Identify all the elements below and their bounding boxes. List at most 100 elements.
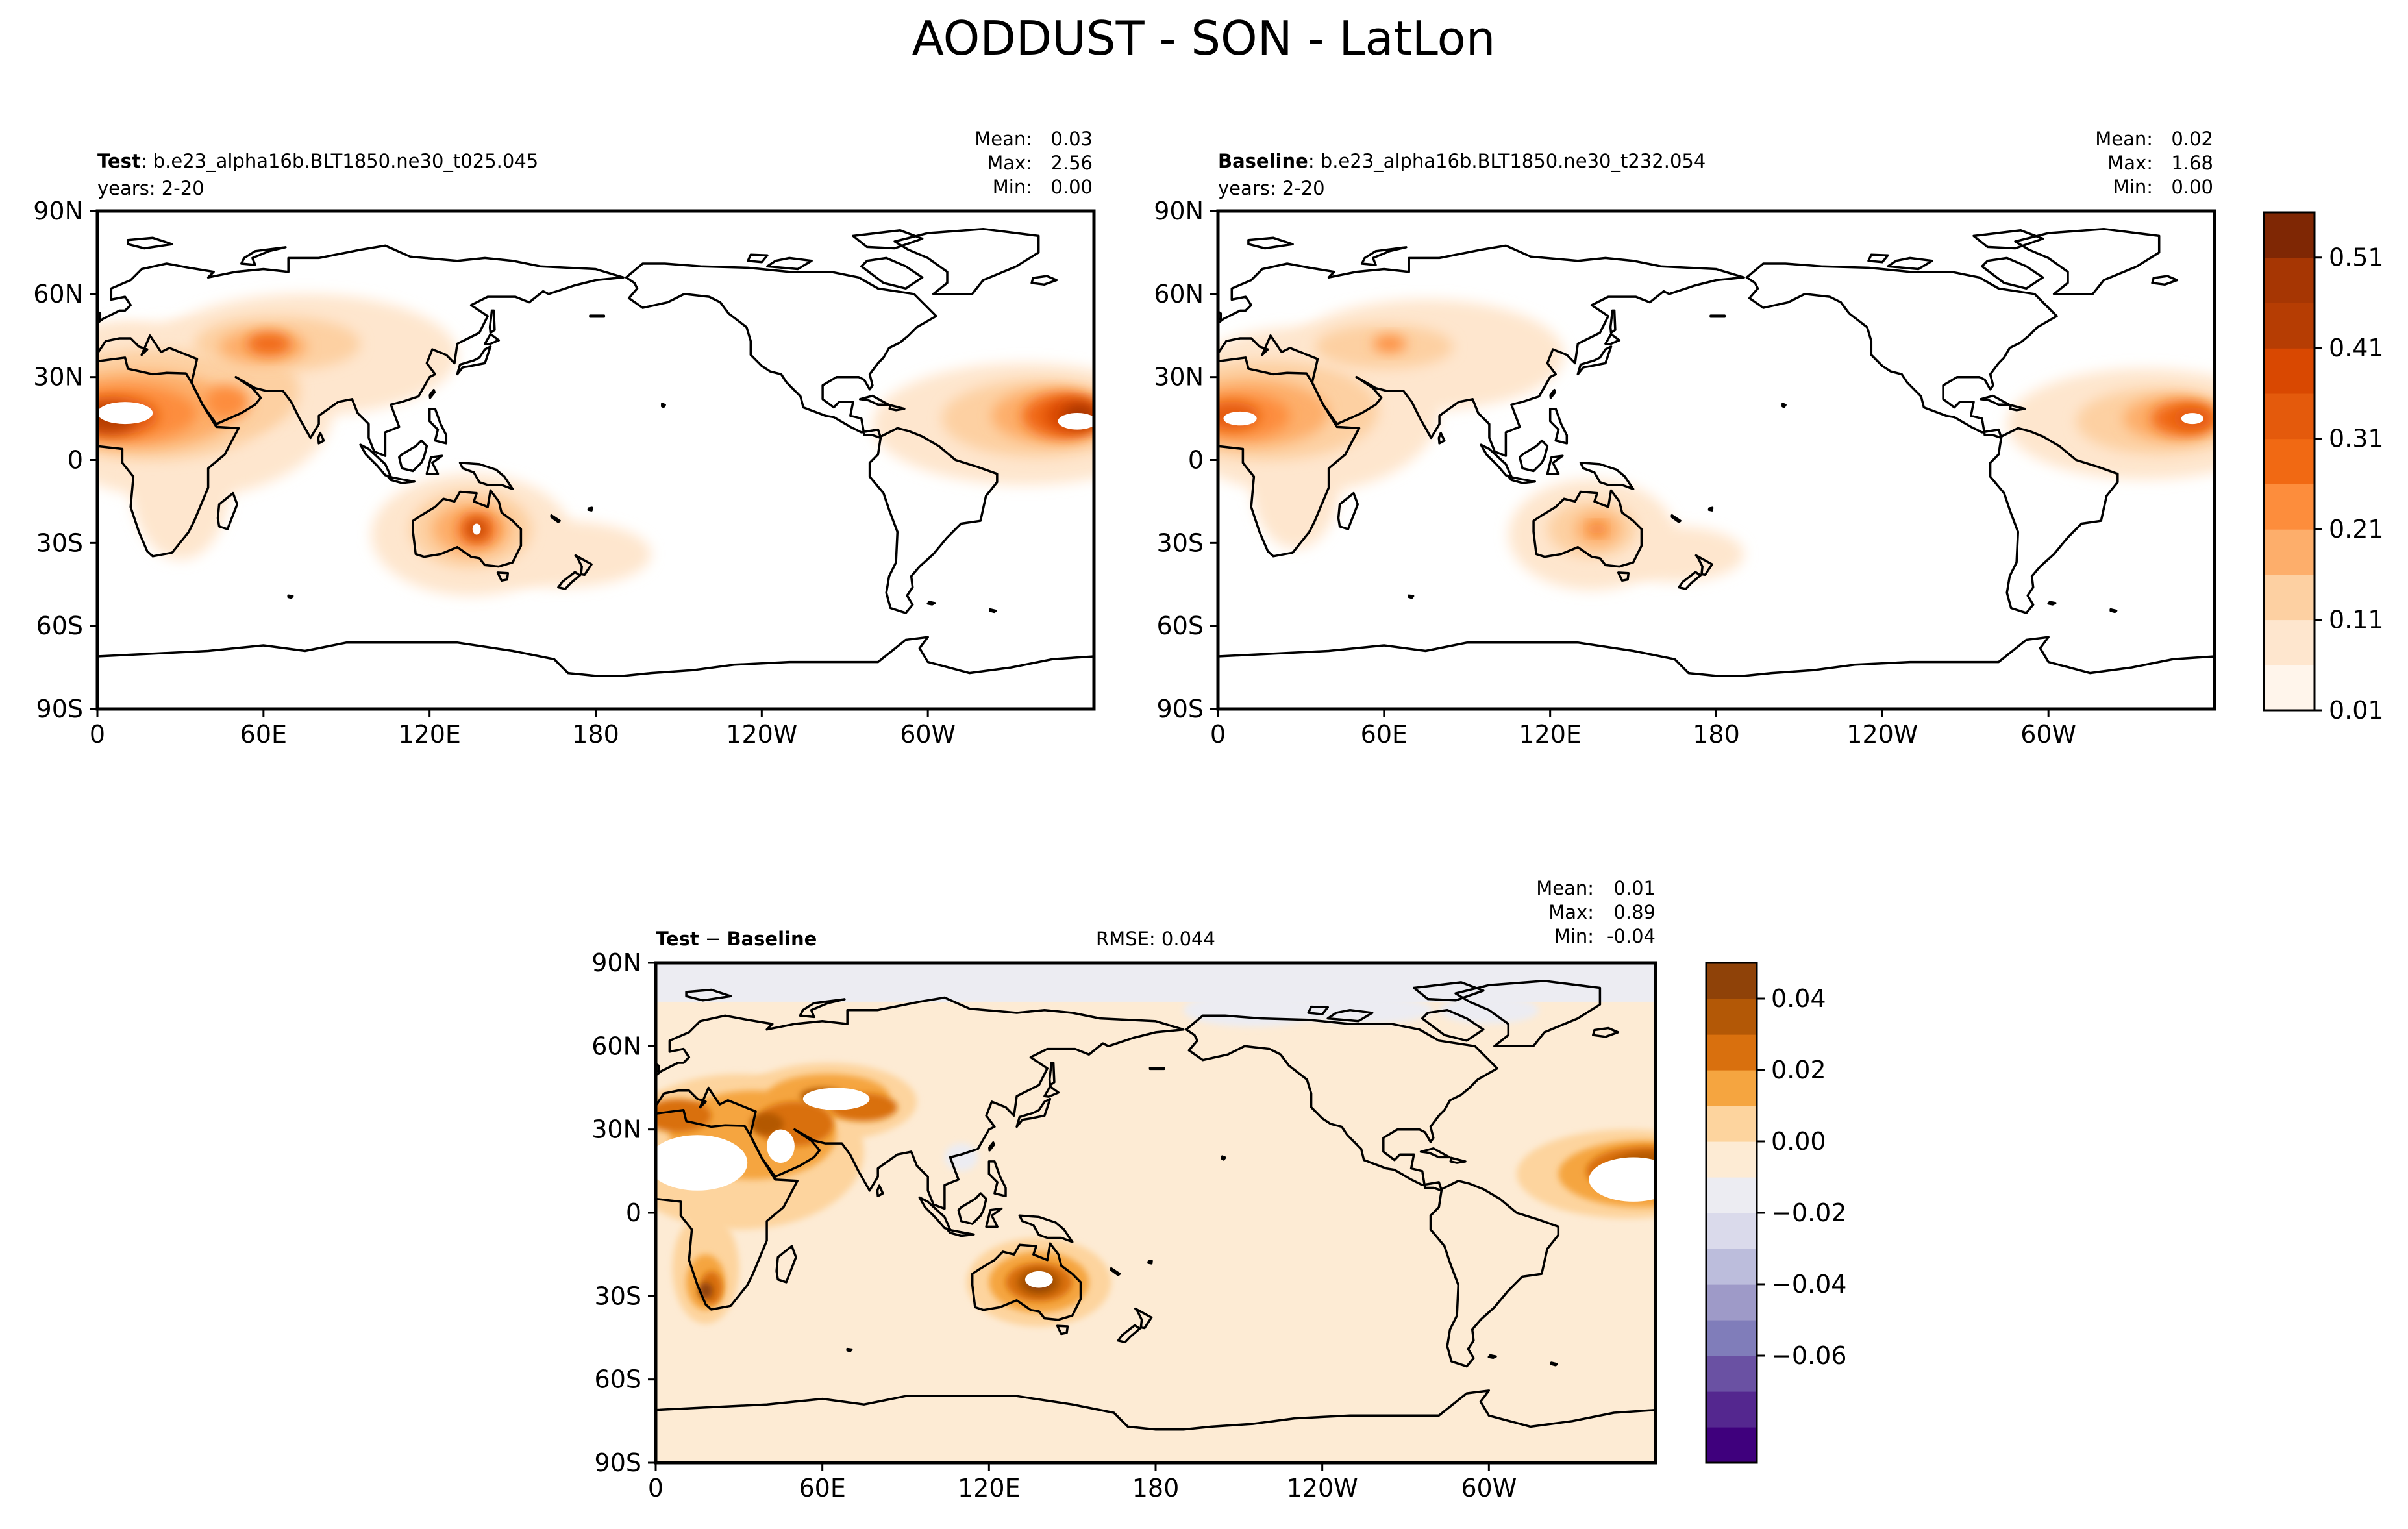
island-hispaniola [1449, 1156, 1467, 1164]
island-taiwan [1549, 388, 1557, 399]
island-new-caledonia [1670, 514, 1682, 523]
island-iceland [1592, 1026, 1620, 1038]
baseline-title-bold: Baseline [1218, 150, 1308, 172]
test-saturated-region-2 [472, 523, 481, 535]
island-new-guinea [1018, 1214, 1074, 1243]
coastline-antarctica [656, 1389, 1656, 1463]
diff-min-label: Min: [1554, 925, 1594, 947]
figure-title: AODDUST - SON - LatLon [912, 11, 1496, 66]
island-fiji [1707, 506, 1714, 512]
seq-colorbar-level-10 [2264, 212, 2315, 258]
test-xtick-label-4: 120W [726, 720, 797, 749]
diff-colorbar-level-2 [1706, 1356, 1757, 1392]
baseline-dust-field [1218, 299, 2215, 590]
island-baffin [1421, 1008, 1485, 1042]
island-novaya-zemlya [799, 998, 846, 1019]
island-japan [1576, 345, 1613, 376]
island-hokkaido [484, 332, 501, 346]
island-new-caledonia [1110, 1267, 1121, 1276]
seq-colorbar-level-0 [2264, 665, 2315, 711]
island-svalbard [127, 236, 173, 250]
difference-colorbar: 0.04 0.02 0.00 −0.02 −0.04 −0.06 [1705, 962, 1846, 1464]
seq-colorbar-label-1: 0.11 [2329, 606, 2384, 634]
difference-contour-20 [750, 1113, 784, 1136]
island-nz-south [557, 571, 581, 590]
island-kamchatka-islands [1709, 314, 1726, 318]
coastline-samerica [1989, 427, 2119, 614]
island-nz-north [1694, 554, 1713, 577]
test-ytick-label-3: 0 [68, 446, 83, 475]
test-ytick-label-1: 60N [33, 280, 83, 308]
island-madagascar [775, 1245, 797, 1284]
baseline-coastlines [1218, 227, 2215, 709]
coastline-antarctica [1218, 636, 2215, 709]
diff-colorbar-label-0: 0.04 [1771, 984, 1826, 1013]
island-ellesmere [1413, 981, 1485, 1002]
diff-colorbar-level-9 [1706, 1106, 1757, 1142]
baseline-ytick-label-3: 0 [1188, 446, 1204, 475]
difference-xtick-label-2: 120E [958, 1474, 1021, 1502]
difference-saturated-region-1 [1589, 1157, 1656, 1202]
baseline-stats: Mean: 0.02 Max: 1.68 Min: 0.00 [2095, 128, 2213, 198]
coastline-namerica [1745, 262, 2058, 440]
difference-saturated-region-0 [656, 1135, 748, 1191]
island-madagascar [1337, 491, 1359, 530]
test-panel-title: Test: b.e23_alpha16b.BLT1850.ne30_t025.0… [97, 150, 538, 172]
baseline-ytick-label-5: 60S [1157, 612, 1204, 640]
island-ellesmere [1972, 229, 2044, 250]
island-kamchatka-islands [589, 314, 606, 318]
island-taiwan [988, 1141, 995, 1152]
island-victoria-isl [766, 256, 813, 271]
difference-xtick-label-4: 120W [1287, 1474, 1358, 1502]
island-banks-isl [1867, 253, 1889, 264]
island-philippines [987, 1160, 1007, 1198]
diff-colorbar-label-3: −0.02 [1771, 1199, 1846, 1227]
test-axes: 0 60E 120E 180 120W 60W 90N 60N 30N 0 30S 60S 90S [33, 197, 956, 749]
diff-colorbar-level-3 [1706, 1320, 1757, 1356]
seq-colorbar-level-7 [2264, 348, 2315, 394]
baseline-xtick-label-5: 60W [2020, 720, 2076, 749]
island-nz-south [1678, 571, 1702, 590]
baseline-mean-label: Mean: [2095, 128, 2153, 150]
test-max-value: 2.56 [1050, 152, 1093, 174]
baseline-max-label: Max: [2107, 152, 2153, 174]
island-iceland [2151, 275, 2179, 286]
test-years: years: 2-20 [97, 177, 205, 199]
island-iceland [1030, 275, 1058, 286]
island-uk [97, 310, 102, 321]
island-ellesmere [852, 229, 924, 250]
difference-ytick-label-3: 0 [626, 1199, 641, 1227]
diff-max-value: 0.89 [1613, 901, 1656, 923]
difference-panel-title: Test − Baseline [656, 928, 817, 950]
seq-colorbar-level-8 [2264, 303, 2315, 349]
island-philippines [428, 407, 448, 445]
diff-title-minus: − [699, 928, 727, 950]
difference-ytick-label-5: 60S [595, 1365, 641, 1394]
island-sulawesi [425, 454, 443, 475]
island-kerguelen [846, 1347, 853, 1352]
island-south-georgia [1550, 1361, 1558, 1367]
island-borneo [1519, 439, 1549, 473]
diff-title-test: Test [656, 928, 699, 950]
baseline-saturated-region-1 [2181, 413, 2203, 425]
difference-arctic-band [656, 963, 1656, 1002]
coastline-australia [971, 1242, 1082, 1321]
baseline-panel: Baseline: b.e23_alpha16b.BLT1850.ne30_t2… [1154, 128, 2216, 749]
test-min-value: 0.00 [1050, 176, 1093, 198]
diff-colorbar-label-5: −0.06 [1771, 1341, 1846, 1370]
diff-colorbar-level-7 [1706, 1177, 1757, 1213]
island-victoria-isl [1326, 1008, 1374, 1023]
seq-colorbar-level-2 [2264, 574, 2315, 621]
baseline-xtick-label-0: 0 [1210, 720, 1226, 749]
baseline-max-value: 1.68 [2171, 152, 2213, 174]
test-ytick-label-5: 60S [36, 612, 83, 640]
island-hispaniola [2009, 404, 2026, 412]
island-cuba [1979, 394, 2011, 406]
difference-xtick-label-5: 60W [1461, 1474, 1517, 1502]
island-sri-lanka [876, 1184, 884, 1198]
baseline-xtick-label-2: 120E [1519, 720, 1582, 749]
island-tasmania [1056, 1324, 1069, 1336]
diff-mean-label: Mean: [1536, 877, 1594, 899]
test-min-label: Min: [993, 176, 1032, 198]
